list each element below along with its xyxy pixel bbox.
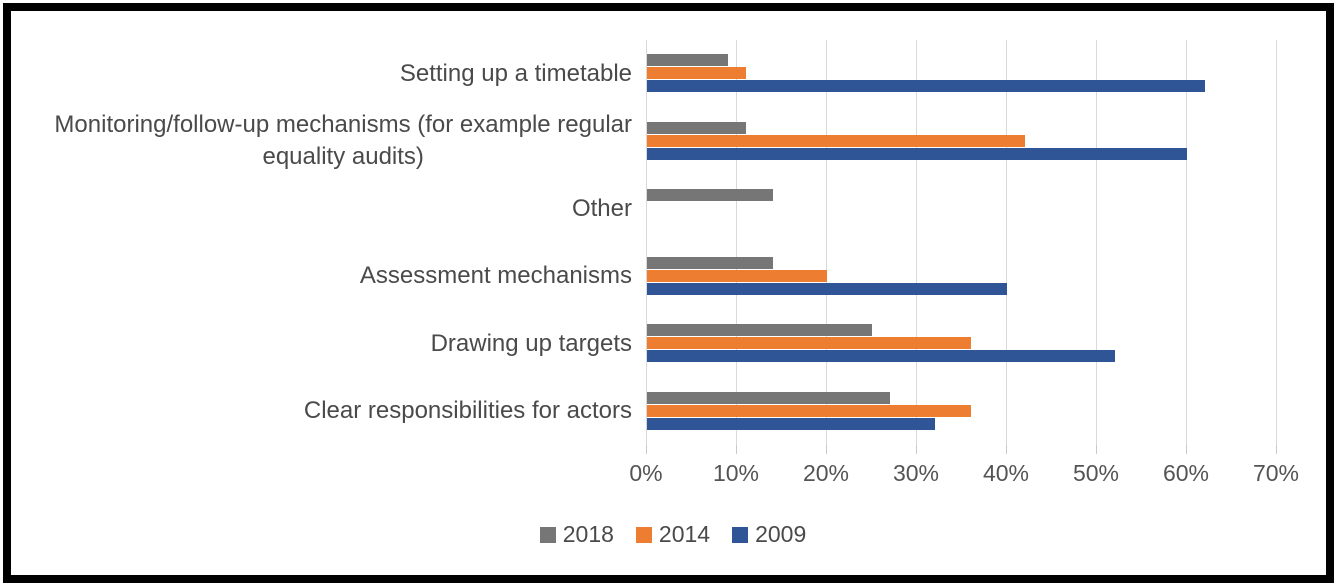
gridline bbox=[736, 40, 737, 445]
axis-tick bbox=[736, 445, 737, 454]
bar-2018-cat2 bbox=[647, 189, 773, 201]
value-axis: 0% 10% 20% 30% 40% 50% 60% 70% bbox=[0, 460, 1338, 490]
x-tick-label: 30% bbox=[892, 460, 940, 486]
bar-2009-cat3 bbox=[647, 282, 1007, 295]
category-label-text: Clear responsibilities for actors bbox=[303, 397, 632, 425]
legend-item-2014: 2014 bbox=[635, 521, 711, 548]
axis-tick bbox=[646, 445, 647, 454]
category-label: Setting up a timetable bbox=[16, 40, 632, 108]
x-tick-label: 40% bbox=[982, 460, 1030, 486]
gridline bbox=[1096, 40, 1097, 445]
bar-2009-cat5 bbox=[647, 417, 935, 430]
bar-2009-cat4 bbox=[647, 350, 1115, 362]
category-label-text: Monitoring/follow-up mechanisms (for exa… bbox=[54, 111, 632, 171]
legend-label: 2014 bbox=[658, 521, 711, 547]
bar-2014-cat4 bbox=[647, 337, 971, 349]
gridline bbox=[916, 40, 917, 445]
axis-tick bbox=[1006, 445, 1007, 454]
axis-tick bbox=[1276, 445, 1277, 454]
category-axis: Setting up a timetable Monitoring/follow-… bbox=[16, 40, 632, 445]
axis-tick bbox=[1186, 445, 1187, 454]
legend-label: 2018 bbox=[562, 521, 614, 547]
bar-2018-cat0 bbox=[647, 54, 728, 66]
legend-item-2009: 2009 bbox=[732, 521, 806, 548]
category-label-text: Drawing up targets bbox=[430, 329, 632, 357]
legend: 2018 2014 2009 bbox=[0, 521, 1338, 548]
category-label: Drawing up targets bbox=[16, 310, 632, 378]
legend-swatch-icon bbox=[635, 526, 652, 543]
axis-tick bbox=[826, 445, 827, 454]
category-label: Monitoring/follow-up mechanisms (for exa… bbox=[16, 108, 632, 176]
x-tick-label: 20% bbox=[802, 460, 850, 486]
bar-2014-cat3 bbox=[647, 269, 827, 282]
x-tick-label: 10% bbox=[712, 460, 760, 486]
bar-2009-cat0 bbox=[647, 80, 1205, 92]
gridline bbox=[646, 40, 647, 445]
legend-item-2018: 2018 bbox=[539, 521, 614, 548]
legend-swatch-icon bbox=[539, 526, 556, 543]
x-tick-label: 60% bbox=[1162, 460, 1210, 486]
x-tick-label: 50% bbox=[1072, 460, 1120, 486]
bar-2014-cat0 bbox=[647, 67, 746, 79]
bar-2018-cat3 bbox=[647, 256, 773, 269]
gridline bbox=[826, 40, 827, 445]
category-label: Clear responsibilities for actors bbox=[16, 378, 632, 446]
category-label: Other bbox=[16, 175, 632, 243]
bar-2014-cat1 bbox=[647, 134, 1025, 147]
bar-2018-cat1 bbox=[647, 121, 746, 134]
category-label: Assessment mechanisms bbox=[16, 243, 632, 311]
bar-2014-cat5 bbox=[647, 404, 971, 417]
legend-label: 2009 bbox=[755, 521, 807, 547]
axis-tick bbox=[916, 445, 917, 454]
bar-2018-cat4 bbox=[647, 324, 872, 336]
bar-2018-cat5 bbox=[647, 391, 890, 404]
x-tick-label: 0% bbox=[629, 460, 663, 486]
x-tick-label: 70% bbox=[1252, 460, 1300, 486]
axis-tick bbox=[1096, 445, 1097, 454]
gridline bbox=[1186, 40, 1187, 445]
category-label-text: Assessment mechanisms bbox=[359, 262, 632, 290]
category-label-text: Other bbox=[571, 194, 632, 222]
gridline bbox=[1276, 40, 1277, 445]
plot-area bbox=[646, 40, 1277, 454]
gridline bbox=[1006, 40, 1007, 445]
legend-swatch-icon bbox=[732, 526, 749, 543]
category-label-text: Setting up a timetable bbox=[399, 59, 632, 87]
bar-2009-cat1 bbox=[647, 147, 1187, 160]
